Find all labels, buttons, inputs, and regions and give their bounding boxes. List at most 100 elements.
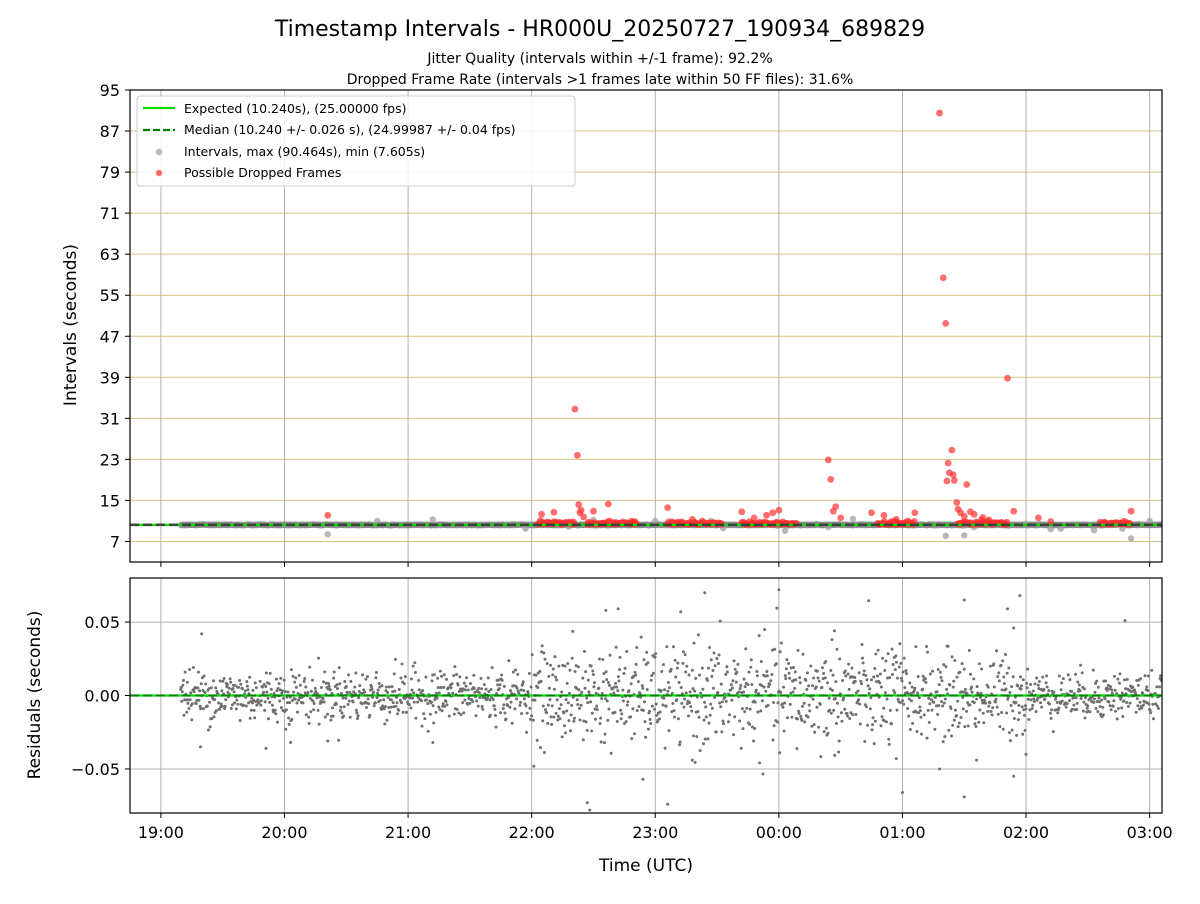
residual-point xyxy=(752,739,756,743)
residual-point xyxy=(1088,710,1092,714)
residual-point xyxy=(419,699,423,703)
x-tick-label: 19:00 xyxy=(138,823,184,842)
residual-point xyxy=(430,700,434,704)
residual-point xyxy=(917,711,921,715)
residual-point xyxy=(910,685,914,689)
residual-point xyxy=(946,644,950,648)
residual-point xyxy=(811,697,815,701)
residual-point xyxy=(958,670,962,674)
residual-point xyxy=(213,698,217,702)
residual-point xyxy=(941,740,945,744)
residual-point xyxy=(951,723,955,727)
residual-point xyxy=(385,718,389,722)
residual-point xyxy=(504,717,508,721)
residual-point xyxy=(578,718,582,722)
residual-point xyxy=(568,668,572,672)
residual-point xyxy=(634,662,638,666)
residual-point xyxy=(819,755,823,759)
residual-point xyxy=(447,714,451,718)
residual-point xyxy=(1070,690,1074,694)
residual-point xyxy=(1155,704,1159,708)
residual-point xyxy=(629,682,633,686)
residual-point xyxy=(369,685,373,689)
residual-point xyxy=(970,690,974,694)
residual-point xyxy=(262,683,266,687)
residual-point xyxy=(335,683,339,687)
residual-point xyxy=(269,687,273,691)
residual-point xyxy=(389,705,393,709)
residual-point xyxy=(1017,711,1021,715)
residual-point xyxy=(916,691,920,695)
top-ytick-label: 7 xyxy=(110,532,120,551)
residual-point xyxy=(718,701,722,705)
residual-point xyxy=(463,688,467,692)
residual-point xyxy=(776,701,780,705)
residual-point xyxy=(742,690,746,694)
residual-point xyxy=(824,726,828,730)
residual-point xyxy=(867,599,871,603)
residual-point xyxy=(635,709,639,713)
residual-point xyxy=(689,705,693,709)
residual-point xyxy=(1133,688,1137,692)
residual-point xyxy=(713,664,717,668)
residual-point xyxy=(481,707,485,711)
residual-point xyxy=(710,674,714,678)
residual-point xyxy=(741,727,745,731)
residual-point xyxy=(289,741,293,744)
residual-point xyxy=(1050,708,1054,712)
residual-point xyxy=(1001,659,1005,663)
residual-point xyxy=(531,698,535,702)
residual-point xyxy=(551,667,555,671)
residual-point xyxy=(1030,707,1034,711)
residual-point xyxy=(846,672,850,676)
residual-point xyxy=(1031,689,1035,693)
residual-point xyxy=(624,720,628,724)
residual-point xyxy=(623,666,627,670)
residual-point xyxy=(244,695,248,699)
residual-point xyxy=(550,704,554,708)
dropped-frame-point xyxy=(953,499,961,506)
residual-point xyxy=(817,725,821,729)
residual-point xyxy=(859,679,863,683)
residual-point xyxy=(604,670,608,674)
residual-point xyxy=(600,697,604,701)
residual-point xyxy=(292,690,296,694)
residual-point xyxy=(889,722,893,726)
residual-point xyxy=(204,682,208,686)
top-ytick-label: 23 xyxy=(100,450,120,469)
residual-point xyxy=(531,718,535,722)
residual-point xyxy=(370,687,374,691)
residual-point xyxy=(285,701,289,705)
residual-point xyxy=(347,699,351,703)
residual-point xyxy=(944,665,948,669)
residual-point xyxy=(395,701,399,705)
residual-point xyxy=(857,698,861,702)
residual-point xyxy=(585,696,589,700)
residual-point xyxy=(468,681,472,685)
residual-point xyxy=(556,714,560,718)
residual-point xyxy=(664,704,668,708)
residual-point xyxy=(364,705,368,709)
residual-point xyxy=(616,689,620,693)
residual-point xyxy=(684,670,688,674)
residual-point xyxy=(546,703,550,707)
residual-point xyxy=(459,713,463,717)
residual-point xyxy=(716,662,720,666)
residual-point xyxy=(1101,713,1105,717)
residual-point xyxy=(620,712,624,716)
residual-point xyxy=(649,678,653,682)
residual-point xyxy=(907,697,911,701)
residual-point xyxy=(666,680,670,684)
residual-point xyxy=(1158,685,1162,689)
residual-point xyxy=(493,707,497,711)
residual-point xyxy=(580,690,584,694)
residual-point xyxy=(709,702,713,706)
residual-point xyxy=(658,710,662,714)
residual-point xyxy=(1044,681,1048,685)
residual-point xyxy=(1136,683,1140,687)
residual-point xyxy=(378,685,382,689)
residual-point xyxy=(653,655,657,659)
residual-point xyxy=(268,671,272,675)
residual-point xyxy=(216,701,220,705)
residual-point xyxy=(363,690,367,694)
